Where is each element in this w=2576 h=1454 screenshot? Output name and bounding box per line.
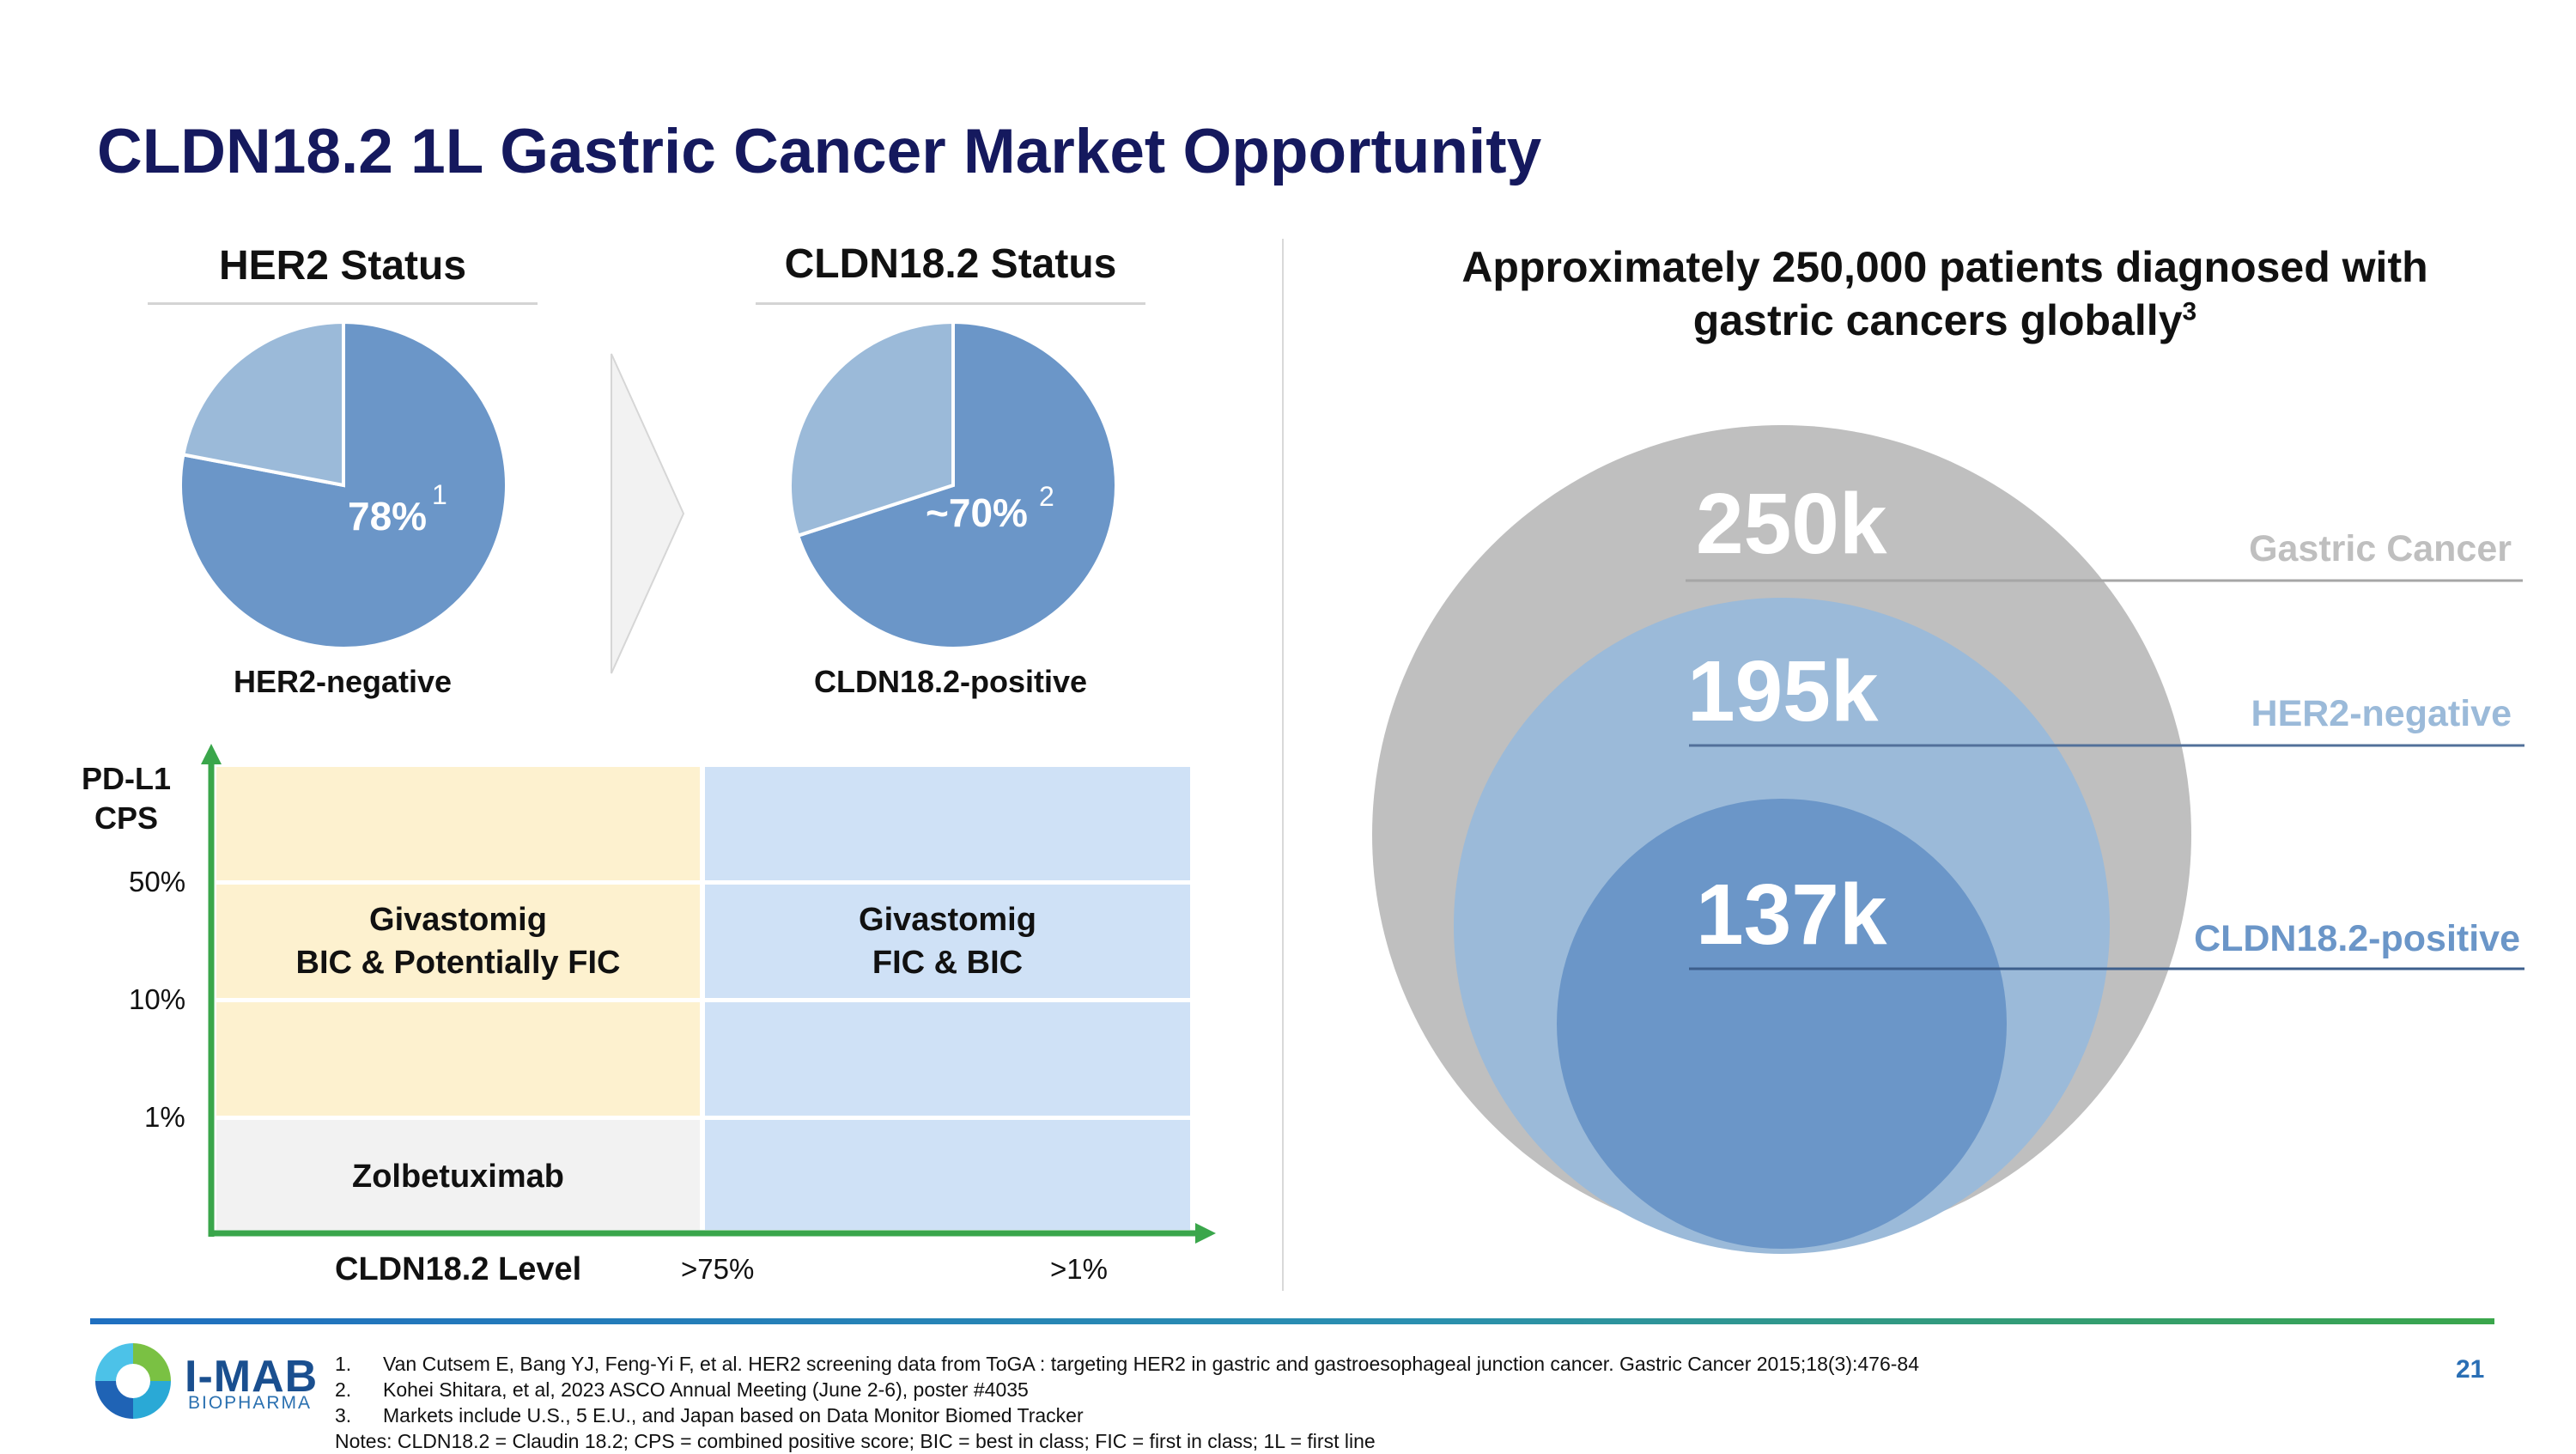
cldn-pie-rest-slice — [788, 319, 955, 538]
grid-cell-left-bottom — [216, 1120, 700, 1230]
cldn-pie-footnote: 2 — [1039, 481, 1054, 512]
grid-cell-right-top — [705, 767, 1190, 880]
y-tick-1: 1% — [144, 1101, 185, 1133]
y-axis-arrow-icon — [201, 744, 222, 764]
cldn-pie-chart — [788, 319, 1118, 650]
logo-subtitle: BIOPHARMA — [188, 1393, 313, 1413]
reference-3-num: 3. — [335, 1404, 352, 1427]
reference-3-text: Markets include U.S., 5 E.U., and Japan … — [383, 1404, 1084, 1427]
cldn-heading-rule — [756, 302, 1145, 305]
her2-pie-value-label: 78% — [348, 494, 428, 538]
cldn-pie-main-slice — [795, 319, 1118, 650]
x-axis-label: CLDN18.2 Level — [335, 1251, 582, 1287]
right-segment-line2: FIC & BIC — [872, 945, 1024, 981]
grid-cell-left-mid — [216, 885, 700, 998]
cldn-positive-value: 137k — [1696, 867, 1887, 963]
left-segment-label: Givastomig BIC & Potentially FIC — [216, 898, 700, 984]
reference-2: 2. Kohei Shitara, et al, 2023 ASCO Annual… — [335, 1377, 1919, 1402]
bottom-segment-label: Zolbetuximab — [351, 1159, 565, 1195]
her2-pie-chart — [179, 319, 508, 650]
grid-cell-left-low — [216, 1002, 700, 1116]
left-segment-line1: Givastomig — [369, 902, 547, 938]
left-segment-line2: BIC & Potentially FIC — [295, 945, 621, 981]
reference-1-text: Van Cutsem E, Bang YJ, Feng-Yi F, et al.… — [383, 1353, 1920, 1375]
her2-pie-rest-slice — [181, 319, 345, 488]
footer-divider — [90, 1318, 2494, 1324]
market-heading-line1: Approximately 250,000 patients diagnosed… — [1461, 243, 2428, 291]
cldn-positive-label: CLDN18.2-positive — [2194, 918, 2520, 959]
reference-2-num: 2. — [335, 1378, 352, 1401]
x-axis-arrow-icon — [1195, 1223, 1216, 1244]
market-heading: Approximately 250,000 patients diagnosed… — [1374, 240, 2516, 347]
gastric-cancer-label: Gastric Cancer — [2249, 528, 2512, 569]
reference-3: 3. Markets include U.S., 5 E.U., and Japa… — [335, 1402, 1919, 1428]
market-heading-line2-wrap: gastric cancers globally3 — [1374, 294, 2516, 347]
page-number: 21 — [2456, 1355, 2485, 1384]
y-axis-label-line2: CPS — [94, 800, 159, 836]
grid-cell-left-top — [216, 767, 700, 880]
x-tick-1: >1% — [1050, 1253, 1108, 1285]
her2-pie-main-slice — [179, 319, 508, 650]
grid-cell-right-mid — [705, 885, 1190, 998]
notes-line: Notes: CLDN18.2 = Claudin 18.2; CPS = co… — [335, 1430, 1376, 1452]
right-segment-label: Givastomig FIC & BIC — [705, 898, 1190, 984]
cldn-pie-approx-prefix: ~ — [926, 490, 949, 535]
column-divider — [1282, 239, 1284, 1291]
grid-cell-right-bottom — [705, 1120, 1190, 1230]
y-tick-50: 50% — [129, 866, 186, 897]
cldn-pie-caption: CLDN18.2-positive — [813, 664, 1088, 699]
i-mab-logo-icon — [95, 1343, 171, 1419]
y-tick-10: 10% — [129, 983, 186, 1015]
grid-axes — [201, 744, 1216, 1244]
her2-pie-heading: HER2 Status — [218, 243, 467, 289]
reference-1-num: 1. — [335, 1353, 352, 1375]
cldn-pie-value: 70% — [948, 490, 1028, 535]
cldn-pie-value-label: ~70% — [926, 493, 1028, 532]
y-axis-label-line1: PD-L1 — [81, 761, 171, 796]
her2-pie-footnote: 1 — [432, 479, 447, 510]
right-segment-line1: Givastomig — [859, 902, 1036, 938]
x-tick-75: >75% — [681, 1253, 755, 1285]
market-heading-line2: gastric cancers globally — [1692, 296, 2183, 344]
reference-2-text: Kohei Shitara, et al, 2023 ASCO Annual M… — [383, 1378, 1029, 1401]
grid-cell-right-low — [705, 1002, 1190, 1116]
her2-heading-rule — [148, 302, 538, 305]
y-axis-label: PD-L1 CPS — [79, 759, 173, 838]
market-heading-footnote: 3 — [2182, 297, 2197, 326]
cldn-pie-heading: CLDN18.2 Status — [784, 241, 1117, 287]
market-bubble-chart — [1372, 425, 2524, 1254]
her2-pie-caption: HER2-negative — [233, 664, 453, 699]
gastric-cancer-value: 250k — [1696, 476, 1887, 572]
her2-negative-value: 195k — [1687, 643, 1879, 739]
cldn-positive-circle — [1557, 799, 2007, 1249]
her2-negative-label: HER2-negative — [2251, 693, 2512, 734]
logo-name: I-MAB — [185, 1352, 319, 1402]
page-title: CLDN18.2 1L Gastric Cancer Market Opport… — [97, 117, 1542, 186]
reference-1: 1. Van Cutsem E, Bang YJ, Feng-Yi F, et a… — [335, 1351, 1919, 1377]
footnotes: 1. Van Cutsem E, Bang YJ, Feng-Yi F, et a… — [335, 1351, 1919, 1454]
chevron-arrow-icon — [611, 353, 685, 674]
